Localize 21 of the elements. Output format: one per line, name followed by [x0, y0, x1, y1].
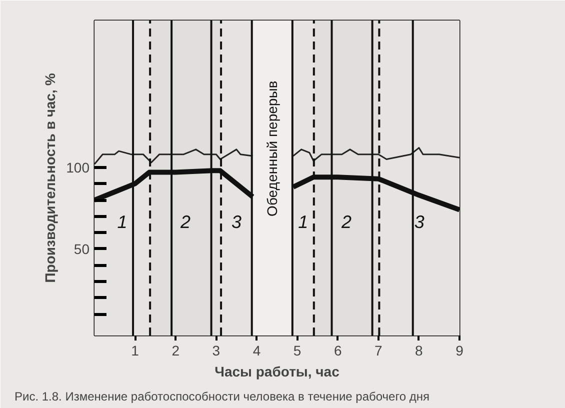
band-label: 3 — [414, 212, 424, 232]
x-tick-label: 6 — [334, 342, 342, 358]
band-label: 2 — [180, 212, 191, 232]
text: Рис. 1.8. Изменение работоспособности человека в течение рабочего дня — [14, 390, 430, 404]
band-label: 2 — [340, 212, 352, 232]
x-tick-label: 8 — [415, 342, 424, 358]
x-axis-title: Часы работы, час — [214, 364, 340, 380]
y-axis-title: Производительность в час, % — [42, 72, 58, 283]
band-label: 1 — [298, 212, 308, 232]
x-tick-label: 3 — [212, 342, 220, 358]
band-label: 1 — [117, 212, 128, 232]
y-tick-label: 50 — [74, 240, 90, 257]
x-tick-label: 4 — [252, 342, 261, 358]
x-tick-label: 1 — [131, 342, 140, 358]
x-tick-label: 2 — [172, 342, 180, 358]
y-tick-label: 100 — [66, 159, 90, 176]
x-tick-label: 9 — [456, 342, 464, 358]
x-tick-label: 5 — [293, 342, 302, 358]
band-label: 3 — [231, 212, 242, 232]
band-label: Обеденный перерыв — [264, 80, 280, 216]
x-tick-label: 7 — [374, 342, 382, 358]
